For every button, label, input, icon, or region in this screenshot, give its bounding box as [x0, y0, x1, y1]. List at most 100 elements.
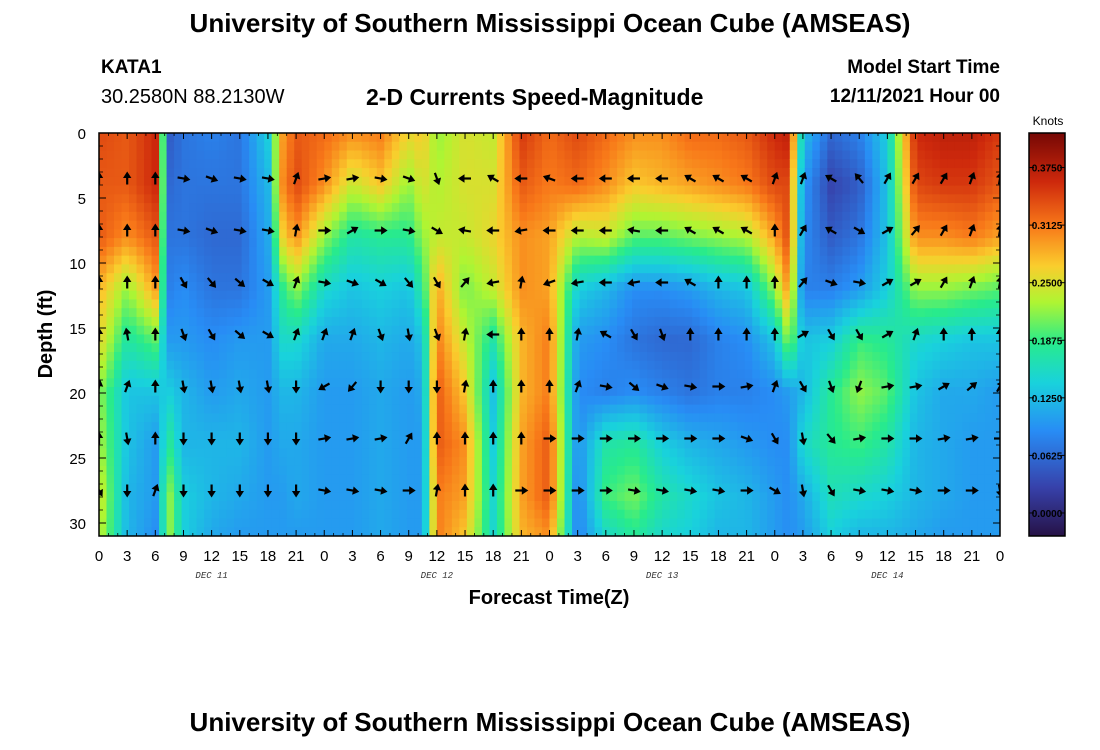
heatmap-cell [189, 509, 198, 520]
heatmap-cell [241, 448, 250, 458]
heatmap-cell [714, 430, 723, 441]
heatmap-cell [159, 203, 168, 213]
heatmap-cell [511, 404, 521, 414]
heatmap-cell [827, 509, 836, 520]
heatmap-cell [481, 483, 491, 493]
heatmap-cell [744, 465, 753, 476]
heatmap-cell [714, 465, 723, 476]
heatmap-cell [444, 343, 453, 353]
heatmap-cell [609, 290, 618, 301]
heatmap-cell [789, 220, 798, 230]
heatmap-cell [256, 220, 265, 230]
heatmap-cell [707, 465, 716, 476]
heatmap-cell [617, 343, 626, 353]
heatmap-cell [879, 316, 888, 327]
heatmap-cell [534, 176, 543, 187]
heatmap-cell [864, 465, 873, 476]
heatmap-cell [526, 176, 536, 187]
heatmap-cell [902, 387, 911, 397]
heatmap-cell [406, 264, 415, 274]
heatmap-cell [557, 299, 566, 309]
heatmap-cell [264, 150, 273, 160]
heatmap-cell [812, 369, 821, 379]
heatmap-cell [557, 255, 566, 266]
heatmap-cell [249, 299, 258, 309]
heatmap-cell [511, 203, 521, 213]
heatmap-cell [692, 238, 701, 248]
heatmap-cell [286, 430, 295, 441]
heatmap-cell [331, 360, 340, 371]
heatmap-cell [744, 439, 753, 449]
heatmap-cell [759, 430, 768, 441]
heatmap-cell [669, 211, 678, 222]
heatmap-cell [504, 465, 513, 476]
heatmap-cell [549, 290, 558, 301]
heatmap-cell [662, 273, 671, 283]
heatmap-cell [729, 448, 738, 458]
heatmap-cell [887, 465, 896, 476]
heatmap-cell [324, 150, 333, 160]
heatmap-cell [211, 500, 220, 511]
heatmap-cell [669, 273, 678, 283]
heatmap-cell [572, 518, 581, 528]
heatmap-cell [849, 150, 858, 160]
heatmap-cell [331, 159, 340, 169]
heatmap-cell [346, 308, 355, 318]
heatmap-cell [436, 509, 445, 520]
station-coordinates: 30.2580N 88.2130W [101, 86, 285, 108]
heatmap-cell [279, 378, 288, 388]
heatmap-cell [782, 308, 791, 318]
heatmap-cell [174, 457, 183, 467]
heatmap-cell [309, 299, 318, 309]
heatmap-cell [166, 150, 175, 160]
heatmap-cell [744, 290, 753, 301]
heatmap-cell [879, 325, 888, 336]
heatmap-cell [887, 413, 896, 423]
heatmap-cell [864, 378, 873, 388]
heatmap-cell [391, 308, 400, 318]
heatmap-cell [677, 474, 686, 485]
heatmap-cell [324, 500, 333, 511]
heatmap-cell [654, 492, 663, 502]
heatmap-cell [436, 457, 445, 467]
heatmap-cell [234, 299, 243, 309]
heatmap-cell [744, 527, 753, 536]
heatmap-cell [564, 500, 573, 511]
heatmap-cell [782, 229, 791, 239]
heatmap-cell [511, 211, 521, 222]
heatmap-cell [782, 133, 791, 143]
heatmap-cell [144, 448, 153, 458]
heatmap-cell [707, 395, 716, 406]
heatmap-cell [249, 229, 258, 239]
heatmap-cell [849, 211, 858, 222]
heatmap-cell [534, 492, 543, 502]
heatmap-cell [714, 308, 723, 318]
heatmap-cell [541, 448, 551, 458]
heatmap-cell [609, 325, 618, 336]
heatmap-cell [587, 395, 596, 406]
heatmap-cell [782, 281, 791, 292]
heatmap-cell [256, 246, 265, 257]
heatmap-cell [174, 203, 183, 213]
heatmap-cell [879, 238, 888, 248]
heatmap-cell [121, 141, 130, 152]
heatmap-cell [496, 229, 506, 239]
heatmap-cell [121, 211, 130, 222]
heatmap-cell [684, 492, 693, 502]
heatmap-cell [684, 422, 693, 432]
heatmap-cell [399, 220, 408, 230]
heatmap-cell [174, 483, 183, 493]
heatmap-cell [346, 395, 355, 406]
heatmap-cell [647, 176, 656, 187]
heatmap-cell [519, 220, 528, 230]
heatmap-cell [692, 413, 701, 423]
heatmap-cell [654, 369, 663, 379]
heatmap-cell [782, 203, 791, 213]
heatmap-cell [346, 474, 355, 485]
heatmap-cell [541, 133, 551, 143]
heatmap-cell [707, 448, 716, 458]
heatmap-cell [834, 229, 843, 239]
heatmap-cell [827, 290, 836, 301]
heatmap-cell [534, 483, 543, 493]
heatmap-cell [774, 185, 783, 195]
